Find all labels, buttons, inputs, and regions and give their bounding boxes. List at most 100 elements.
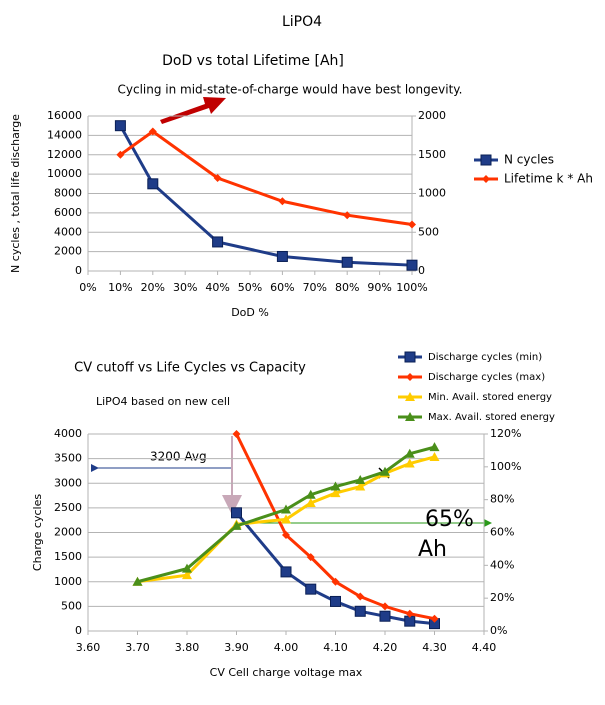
point [182,563,192,573]
annotation: 3200 Avg [150,450,207,464]
point [356,592,365,601]
point [380,466,390,476]
x-tick-label: 4.20 [373,641,398,654]
x-tick-label: 60% [270,281,294,294]
y2-tick-label: 120% [490,427,521,440]
x-tick-label: 50% [238,281,262,294]
point [280,566,292,578]
y-tick-label: 8000 [54,187,82,200]
point [282,530,290,539]
y2-tick-label: 0 [418,264,425,277]
point [213,174,222,182]
y2-tick-label: 40% [490,558,514,571]
y-tick-label: 0 [75,264,82,277]
y-tick-label: 500 [61,599,82,612]
point [341,256,353,268]
y2-tick-label: 1500 [418,148,446,161]
point [331,577,340,586]
legend-label: Lifetime k * Ah [504,172,593,186]
point [343,211,352,220]
x-tick-label: 10% [108,281,132,294]
y-tick-label: 12000 [47,148,82,161]
point [116,150,125,159]
y2-tick-label: 80% [490,493,514,506]
x-tick-label: 40% [205,281,229,294]
y2-tick-label: 0% [490,624,507,637]
x-tick-label: 20% [141,281,165,294]
x-tick-label: 4.00 [274,641,299,654]
point [231,520,242,530]
series-line [137,455,435,584]
chart-title: CV cutoff vs Life Cycles vs Capacity [74,361,306,376]
x-axis-label: DoD % [231,306,269,319]
point [405,412,415,421]
y-axis-label: Charge cycles [31,494,44,571]
point [276,250,288,262]
point [305,489,316,499]
point [355,481,366,491]
point [281,514,291,524]
point [482,175,490,183]
legend-label: Discharge cycles (min) [428,352,542,363]
chart-title: DoD vs total Lifetime [Ah] [162,53,344,69]
point [231,507,242,519]
point [182,570,192,580]
x-tick-label: 4.40 [472,641,497,654]
point [147,178,159,190]
point [148,127,157,136]
y-tick-label: 3500 [54,452,82,465]
legend-label: Discharge cycles (max) [428,372,545,383]
y-tick-label: 6000 [54,206,82,219]
y-tick-label: 14000 [47,128,82,141]
series-line [119,129,413,226]
point [355,474,366,484]
point [306,553,315,562]
y-tick-label: 1000 [54,575,82,588]
point [430,614,439,623]
point [330,488,341,498]
point [305,583,317,595]
y2-tick-label: 2000 [418,109,446,122]
point [132,576,143,586]
x-tick-label: 90% [367,281,391,294]
x-tick-label: 70% [303,281,327,294]
point [114,120,126,132]
y2-tick-label: 100% [490,460,521,473]
page-title: LiPO4 [282,14,322,30]
y-tick-label: 2500 [54,501,82,514]
y-tick-label: 3000 [54,476,82,489]
point [232,430,241,438]
x-tick-label: 4.30 [422,641,447,654]
point [480,154,492,166]
point [429,442,440,452]
y-tick-label: 0 [75,624,82,637]
series-line [137,445,435,584]
y-tick-label: 2000 [54,526,82,539]
y-tick-label: 10000 [47,167,82,180]
y-tick-label: 4000 [54,427,82,440]
series-line [235,433,435,621]
x-tick-label: 3.60 [76,641,101,654]
annotation: Cycling in mid-state-of-charge would hav… [118,83,463,97]
x-tick-label: 3.70 [125,641,150,654]
x-tick-label: 3.80 [175,641,200,654]
y2-tick-label: 60% [490,526,514,539]
y2-tick-label: 1000 [418,187,446,200]
y-tick-label: 4000 [54,225,82,238]
point [330,481,341,491]
legend-label: Max. Avail. stored energy [428,412,555,423]
point [429,451,440,461]
y2-tick-label: 500 [418,225,439,238]
point [405,392,415,401]
x-tick-label: 80% [335,281,359,294]
legend-label: Min. Avail. stored energy [428,392,552,403]
point [330,595,341,607]
red-arrow [160,97,226,124]
x-tick-label: 4.10 [323,641,348,654]
point [408,220,416,229]
point [404,448,415,458]
point [406,259,418,271]
series-line [119,124,413,267]
point [406,373,414,381]
